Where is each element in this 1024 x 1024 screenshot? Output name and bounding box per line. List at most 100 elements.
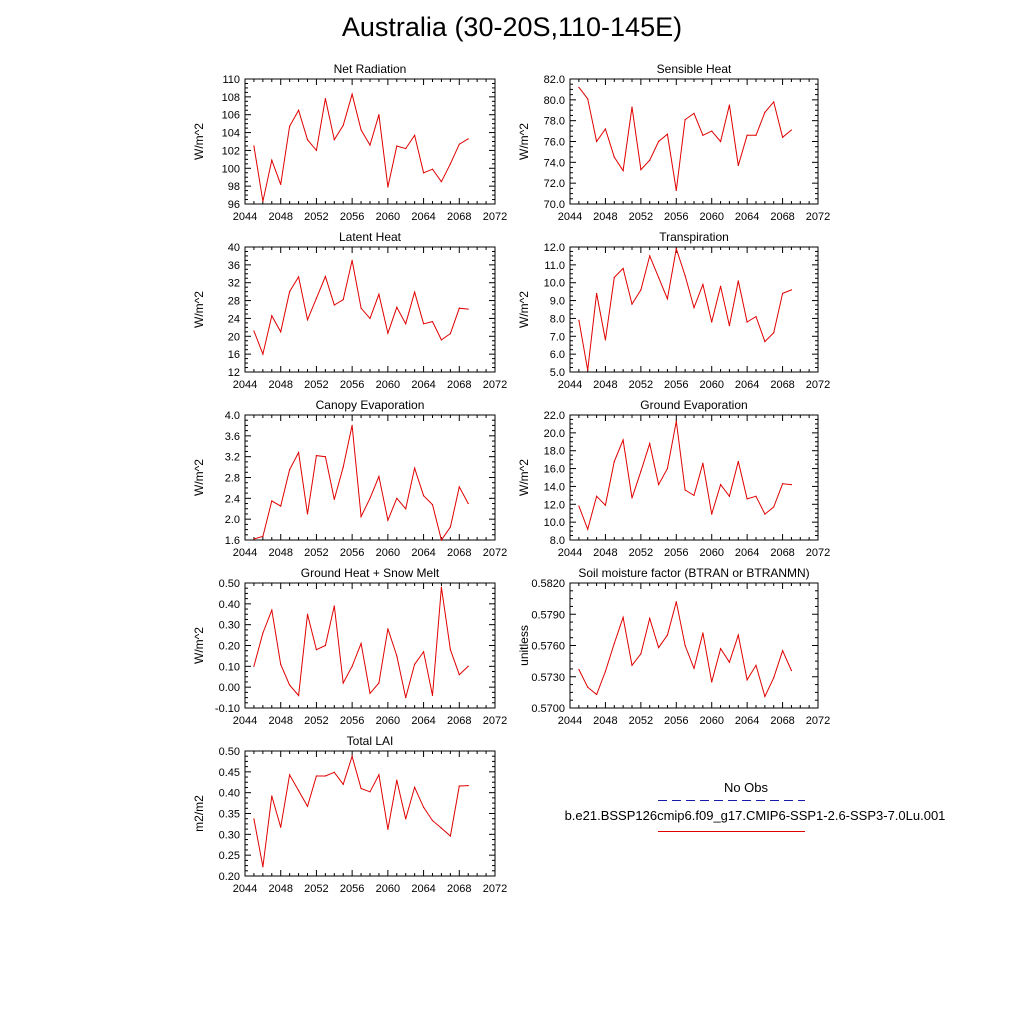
y-tick-label: 82.0 (544, 74, 565, 86)
chart-panel: Transpiration W/m^2 2044 2048 2052 2056 2060 20… (517, 230, 830, 391)
legend-obs-label: No Obs (723, 780, 769, 795)
x-tick-label: 2064 (735, 379, 759, 391)
data-point (728, 495, 731, 497)
y-tick-label: 70.0 (544, 199, 565, 211)
x-tick-label: 2068 (447, 883, 471, 895)
data-point (702, 134, 704, 136)
data-point (719, 484, 722, 486)
data-point (737, 460, 739, 463)
series-line (253, 587, 469, 698)
data-point (271, 500, 273, 502)
data-point (737, 634, 739, 636)
data-point (746, 321, 748, 323)
y-tick-label: 12.0 (544, 242, 565, 254)
y-tick-label: 18.0 (544, 446, 565, 458)
data-point (297, 789, 300, 792)
data-point (728, 661, 731, 663)
data-point (684, 119, 686, 121)
data-point (587, 369, 589, 371)
x-tick-label: 2072 (483, 379, 507, 391)
data-point (396, 306, 398, 308)
x-tick-label: 2072 (806, 715, 830, 727)
data-point (755, 495, 757, 497)
data-point (306, 139, 309, 141)
x-tick-label: 2048 (268, 883, 292, 895)
panel-title: Ground Heat + Snow Melt (301, 566, 440, 580)
data-point (773, 677, 775, 679)
data-point (360, 129, 362, 131)
y-tick-label: 9.0 (550, 296, 565, 308)
y-tick-label: 110 (222, 74, 240, 86)
x-tick-label: 2056 (664, 547, 688, 559)
data-point (387, 519, 389, 521)
y-tick-label: 0.5820 (531, 578, 565, 590)
data-point (773, 101, 775, 103)
x-tick-label: 2060 (376, 883, 400, 895)
data-point (728, 324, 731, 327)
data-point (711, 513, 713, 515)
data-point (351, 424, 353, 427)
data-point (289, 469, 291, 471)
chart-panel: Latent Heat W/m^2 2044 2048 2052 2056 2060 2064… (192, 230, 507, 391)
x-tick-label: 2064 (735, 211, 759, 223)
data-point (378, 682, 380, 684)
data-point (640, 470, 642, 472)
x-tick-label: 2044 (558, 211, 582, 223)
chart-panel: Soil moisture factor (BTRAN or BTRANMN) u… (517, 566, 830, 727)
x-tick-label: 2052 (304, 883, 328, 895)
data-point (613, 460, 615, 463)
data-point (458, 143, 460, 145)
x-tick-label: 2048 (268, 547, 292, 559)
data-point (405, 818, 407, 820)
data-point (467, 138, 469, 140)
plot-frame (244, 582, 496, 709)
data-point (675, 420, 677, 422)
data-point (449, 649, 451, 651)
data-point (631, 303, 633, 305)
data-point (666, 298, 669, 300)
data-point (315, 149, 318, 152)
y-tick-label: 78.0 (544, 116, 565, 128)
data-point (253, 330, 255, 332)
y-tick-label: 1.6 (225, 535, 240, 547)
data-point (449, 526, 451, 528)
data-point (262, 200, 264, 202)
data-point (781, 292, 784, 295)
data-point (378, 774, 380, 776)
data-point (719, 648, 722, 650)
x-tick-label: 2064 (411, 715, 435, 727)
data-point (458, 307, 460, 309)
y-tick-label: 102 (222, 145, 240, 157)
data-point (378, 475, 380, 478)
data-point (369, 144, 371, 146)
x-tick-label: 2060 (699, 715, 723, 727)
data-point (781, 650, 784, 652)
series-line (578, 86, 792, 191)
data-point (790, 129, 793, 131)
y-tick-label: 76.0 (544, 137, 565, 149)
data-point (719, 285, 722, 287)
series-line (578, 248, 792, 371)
data-point (649, 617, 651, 620)
data-point (711, 130, 713, 132)
data-point (387, 828, 389, 830)
data-point (649, 159, 651, 161)
data-point (440, 539, 443, 541)
y-tick-label: 3.2 (225, 452, 240, 464)
data-point (440, 827, 443, 829)
data-point (262, 632, 264, 634)
data-point (387, 332, 389, 334)
data-point (253, 538, 255, 540)
y-tick-label: 8.0 (550, 535, 565, 547)
data-point (422, 323, 425, 325)
x-tick-label: 2056 (340, 211, 364, 223)
data-point (781, 136, 784, 138)
series-line (253, 260, 469, 356)
data-point (764, 111, 766, 113)
data-point (262, 353, 264, 355)
data-point (396, 497, 398, 499)
data-point (675, 601, 677, 603)
y-tick-label: 106 (222, 110, 240, 122)
data-point (449, 163, 451, 165)
data-point (387, 186, 389, 188)
